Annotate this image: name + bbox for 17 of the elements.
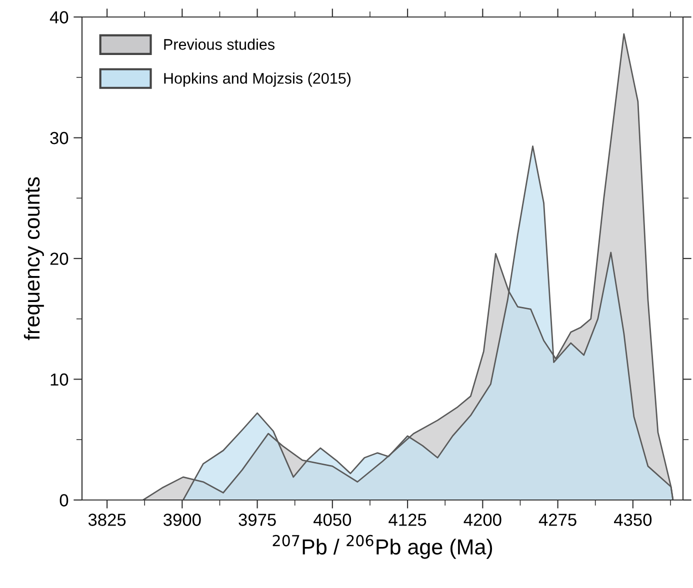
x-tick-label: 3825 <box>88 514 126 526</box>
x-tick-label: 4200 <box>464 514 502 526</box>
x-tick-label: 4350 <box>614 514 652 526</box>
y-tick-label: 30 <box>50 132 68 144</box>
x-tick-label: 4050 <box>314 514 352 526</box>
y-tick-label: 20 <box>50 252 68 265</box>
y-tick-label: 0 <box>60 494 68 506</box>
x-tick-label: 3975 <box>238 514 276 526</box>
x-axis-title: $^{207}$Pb / $^{206}$Pb age (Ma) <box>272 534 492 559</box>
x-tick-label: 4275 <box>538 514 576 526</box>
legend-label: Hopkins and Mojzsis (2015) <box>164 72 351 87</box>
y-tick-label: 40 <box>50 11 68 24</box>
x-tick-label: 3900 <box>164 514 201 526</box>
x-tick-label: 4125 <box>388 514 426 526</box>
y-tick-label: 10 <box>50 373 68 386</box>
legend-label: Previous studies <box>164 38 275 50</box>
y-axis-title: frequency counts <box>24 177 44 340</box>
